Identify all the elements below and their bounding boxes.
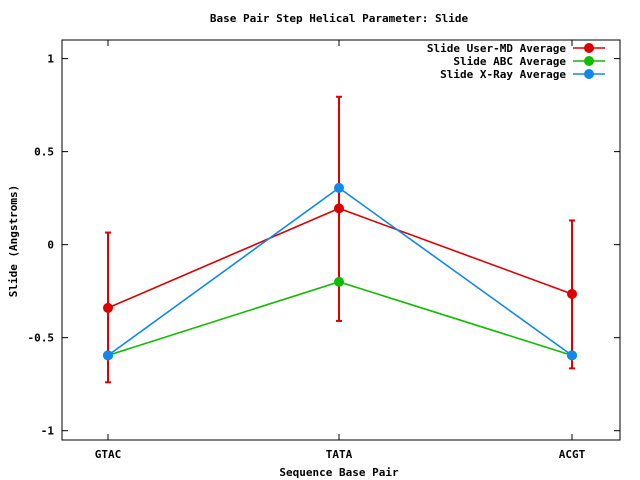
x-tick-label: ACGT bbox=[559, 448, 586, 461]
data-point bbox=[567, 288, 577, 299]
legend-label: Slide User-MD Average bbox=[427, 42, 566, 55]
chart-title: Base Pair Step Helical Parameter: Slide bbox=[210, 12, 469, 25]
x-tick-label: GTAC bbox=[95, 448, 122, 461]
x-axis-label: Sequence Base Pair bbox=[279, 466, 399, 479]
y-axis-ticks: 1 0.5 0 -0.5 -1 bbox=[28, 53, 620, 438]
y-tick-label: 0.5 bbox=[34, 146, 54, 159]
legend-swatch-marker bbox=[584, 43, 594, 53]
plot-frame bbox=[61, 39, 621, 441]
data-point bbox=[334, 182, 344, 193]
data-point bbox=[334, 203, 344, 214]
x-axis-ticks: GTAC TATA ACGT bbox=[95, 40, 586, 461]
series-layer bbox=[103, 95, 577, 384]
data-point bbox=[103, 350, 113, 361]
data-point bbox=[334, 276, 344, 287]
legend-swatch-marker bbox=[584, 56, 594, 66]
data-point bbox=[103, 302, 113, 313]
legend-label: Slide ABC Average bbox=[453, 55, 566, 68]
x-tick-label: TATA bbox=[326, 448, 353, 461]
series-markers-2 bbox=[103, 182, 577, 361]
series-markers-0 bbox=[103, 203, 577, 313]
legend-swatch-marker bbox=[584, 69, 594, 79]
y-tick-label: 1 bbox=[47, 53, 54, 66]
legend-label: Slide X-Ray Average bbox=[440, 68, 566, 81]
series-0 bbox=[105, 95, 575, 384]
y-tick-label: -0.5 bbox=[28, 332, 55, 345]
y-tick-label: 0 bbox=[47, 239, 54, 252]
y-axis-label: Slide (Angstroms) bbox=[7, 185, 20, 298]
y-tick-label: -1 bbox=[41, 425, 55, 438]
data-point bbox=[567, 350, 577, 361]
